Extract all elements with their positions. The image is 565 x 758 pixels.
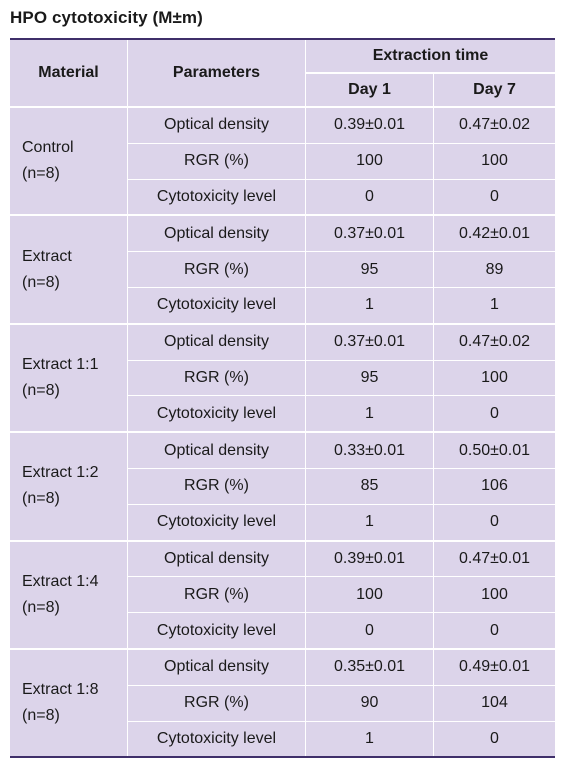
day7-cell: 106 bbox=[434, 467, 555, 504]
parameter-cell: Cytotoxicity level bbox=[128, 503, 306, 540]
table-row: Cytotoxicity level 1 1 bbox=[10, 286, 555, 323]
table-row: Cytotoxicity level 1 0 bbox=[10, 503, 555, 540]
parameter-cell: Optical density bbox=[128, 647, 306, 685]
table-row: RGR (%) 100 100 bbox=[10, 142, 555, 179]
day1-cell: 85 bbox=[306, 467, 434, 504]
day1-cell: 1 bbox=[306, 286, 434, 323]
material-n: (n=8) bbox=[22, 490, 60, 508]
table-row: Control (n=8) Optical density 0.39±0.01 … bbox=[10, 106, 555, 215]
day7-cell: 0.42±0.01 bbox=[434, 214, 555, 251]
day1-cell: 0.39±0.01 bbox=[306, 106, 434, 143]
day7-cell: 1 bbox=[434, 286, 555, 323]
day1-cell: 0 bbox=[306, 612, 434, 648]
day7-cell: 0.50±0.01 bbox=[434, 431, 555, 468]
material-cell: Extract 1:8 (n=8) bbox=[10, 647, 128, 757]
day7-cell: 104 bbox=[434, 684, 555, 721]
day1-cell: 100 bbox=[306, 576, 434, 613]
parameter-cell: Optical density bbox=[128, 214, 306, 252]
day7-cell: 0 bbox=[434, 503, 555, 540]
material-name: Extract 1:1 bbox=[22, 355, 99, 373]
day7-cell: 100 bbox=[434, 359, 555, 396]
day1-cell: 0.35±0.01 bbox=[306, 647, 434, 685]
table-row: Extract 1:8 (n=8) Optical density 0.35±0… bbox=[10, 647, 555, 757]
table-header: Material Parameters Extraction time Day … bbox=[10, 40, 555, 106]
day1-cell: 0.33±0.01 bbox=[306, 431, 434, 468]
material-name: Extract bbox=[22, 247, 72, 265]
day1-cell: 100 bbox=[306, 142, 434, 179]
day1-cell: 0.39±0.01 bbox=[306, 539, 434, 577]
day1-cell: 1 bbox=[306, 395, 434, 432]
parameter-cell: Optical density bbox=[128, 106, 306, 143]
parameter-cell: Cytotoxicity level bbox=[128, 720, 306, 757]
material-name: Extract 1:4 bbox=[22, 572, 99, 590]
header-material: Material bbox=[10, 40, 128, 106]
table-row: Extract 1:1 (n=8) Optical density 0.37±0… bbox=[10, 322, 555, 432]
day7-cell: 100 bbox=[434, 576, 555, 612]
parameter-cell: Cytotoxicity level bbox=[128, 178, 306, 215]
material-n: (n=8) bbox=[22, 273, 60, 291]
day7-cell: 0.47±0.02 bbox=[434, 106, 555, 143]
parameter-cell: Cytotoxicity level bbox=[128, 286, 306, 323]
header-day-7: Day 7 bbox=[434, 73, 555, 106]
table-row: Extract 1:4 (n=8) Optical density 0.39±0… bbox=[10, 539, 555, 648]
day7-cell: 89 bbox=[434, 251, 555, 287]
cytotoxicity-table: Material Parameters Extraction time Day … bbox=[10, 38, 555, 758]
table-row: Extract (n=8) Optical density 0.37±0.01 … bbox=[10, 214, 555, 323]
parameter-cell: RGR (%) bbox=[128, 467, 306, 504]
material-n: (n=8) bbox=[22, 707, 60, 725]
table-row: RGR (%) 90 104 bbox=[10, 684, 555, 721]
day1-cell: 90 bbox=[306, 684, 434, 721]
table-row: RGR (%) 95 100 bbox=[10, 359, 555, 396]
parameter-cell: Optical density bbox=[128, 539, 306, 577]
material-name: Extract 1:8 bbox=[22, 681, 99, 699]
material-cell: Extract 1:4 (n=8) bbox=[10, 539, 128, 648]
day1-cell: 0 bbox=[306, 178, 434, 215]
day7-cell: 0 bbox=[434, 612, 555, 648]
day7-cell: 100 bbox=[434, 142, 555, 179]
material-cell: Extract 1:1 (n=8) bbox=[10, 322, 128, 432]
parameter-cell: Optical density bbox=[128, 431, 306, 468]
parameter-cell: RGR (%) bbox=[128, 684, 306, 721]
table-row: Cytotoxicity level 1 0 bbox=[10, 395, 555, 432]
parameter-cell: RGR (%) bbox=[128, 359, 306, 396]
day7-cell: 0.49±0.01 bbox=[434, 647, 555, 685]
parameter-cell: Cytotoxicity level bbox=[128, 395, 306, 432]
table-row: Cytotoxicity level 0 0 bbox=[10, 612, 555, 648]
parameter-cell: RGR (%) bbox=[128, 142, 306, 179]
day7-cell: 0 bbox=[434, 395, 555, 431]
header-day-1: Day 1 bbox=[306, 73, 434, 106]
day7-cell: 0.47±0.01 bbox=[434, 539, 555, 577]
day1-cell: 0.37±0.01 bbox=[306, 214, 434, 252]
day1-cell: 95 bbox=[306, 251, 434, 287]
day1-cell: 1 bbox=[306, 720, 434, 757]
table-body: Control (n=8) Optical density 0.39±0.01 … bbox=[10, 106, 555, 757]
table-row: RGR (%) 95 89 bbox=[10, 251, 555, 287]
table-title: HPO cytotoxicity (M±m) bbox=[10, 8, 203, 27]
day7-cell: 0 bbox=[434, 178, 555, 215]
table-row: Cytotoxicity level 1 0 bbox=[10, 720, 555, 757]
material-n: (n=8) bbox=[22, 598, 60, 616]
material-n: (n=8) bbox=[22, 381, 60, 399]
day1-cell: 95 bbox=[306, 359, 434, 396]
day7-cell: 0.47±0.02 bbox=[434, 322, 555, 360]
table-row: RGR (%) 85 106 bbox=[10, 467, 555, 504]
table-row: Cytotoxicity level 0 0 bbox=[10, 178, 555, 215]
day7-cell: 0 bbox=[434, 720, 555, 757]
table-row: Extract 1:2 (n=8) Optical density 0.33±0… bbox=[10, 431, 555, 540]
material-name: Extract 1:2 bbox=[22, 464, 99, 482]
material-cell: Extract 1:2 (n=8) bbox=[10, 431, 128, 540]
header-extraction-time: Extraction time bbox=[306, 40, 555, 73]
table-row: RGR (%) 100 100 bbox=[10, 576, 555, 613]
parameter-cell: RGR (%) bbox=[128, 576, 306, 613]
material-name: Control bbox=[22, 139, 74, 157]
day1-cell: 1 bbox=[306, 503, 434, 540]
material-cell: Control (n=8) bbox=[10, 106, 128, 215]
material-cell: Extract (n=8) bbox=[10, 214, 128, 323]
parameter-cell: Cytotoxicity level bbox=[128, 612, 306, 648]
header-parameters: Parameters bbox=[128, 40, 306, 106]
parameter-cell: RGR (%) bbox=[128, 251, 306, 287]
day1-cell: 0.37±0.01 bbox=[306, 322, 434, 360]
parameter-cell: Optical density bbox=[128, 322, 306, 360]
material-n: (n=8) bbox=[22, 165, 60, 183]
